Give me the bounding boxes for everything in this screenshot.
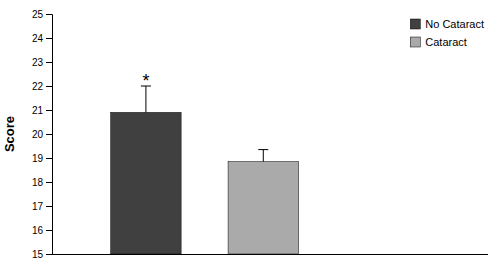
legend-swatch [410,37,420,47]
y-tick-label: 17 [32,201,44,212]
y-tick-mark [46,38,52,39]
legend-item: No Cataract [410,18,484,30]
y-tick-label: 20 [32,129,44,140]
y-tick: 21 [32,105,52,116]
chart: 15 16 17 18 19 20 21 22 23 24 25 * No Cataract Catara… [0,0,500,268]
y-tick-mark [46,182,52,183]
annotation: * [142,71,149,91]
y-tick: 20 [32,129,52,140]
y-tick: 24 [32,33,52,44]
y-tick: 23 [32,57,52,68]
error-bar-stem [263,150,264,162]
y-tick: 17 [32,201,52,212]
y-axis-title: Score [2,116,17,152]
bar [111,112,181,254]
y-tick-mark [46,14,52,15]
y-tick-mark [46,110,52,111]
y-tick-label: 16 [32,225,44,236]
y-axis: 15 16 17 18 19 20 21 22 23 24 25 [32,9,53,260]
y-tick-label: 21 [32,105,44,116]
y-tick: 22 [32,81,52,92]
legend-item: Cataract [410,36,467,48]
y-tick-label: 24 [32,33,44,44]
error-bar-cap [258,149,268,150]
y-tick-label: 18 [32,177,44,188]
y-tick: 16 [32,225,52,236]
legend-label: Cataract [425,36,467,48]
y-tick-label: 19 [32,153,44,164]
plot: 15 16 17 18 19 20 21 22 23 24 25 * No Cataract Catara… [32,9,488,260]
y-axis-line [46,15,53,255]
y-tick-mark [46,206,52,207]
y-tick-mark [46,134,52,135]
y-tick: 18 [32,177,52,188]
y-tick: 15 [32,249,52,260]
bar [228,162,298,254]
marks [111,86,299,254]
y-tick-mark [46,230,52,231]
y-tick-mark [46,254,52,255]
y-tick-label: 22 [32,81,44,92]
error-bar [258,150,268,162]
legend: No Cataract Cataract [410,18,484,48]
y-tick: 25 [32,9,52,20]
y-tick-label: 25 [32,9,44,20]
x-axis-line [52,254,488,255]
y-tick: 19 [32,153,52,164]
y-tick-mark [46,86,52,87]
x-axis [52,254,488,255]
y-tick-label: 15 [32,249,44,260]
legend-swatch [410,19,420,29]
y-tick-mark [46,62,52,63]
y-tick-mark [46,158,52,159]
legend-label: No Cataract [425,18,484,30]
y-tick-label: 23 [32,57,44,68]
